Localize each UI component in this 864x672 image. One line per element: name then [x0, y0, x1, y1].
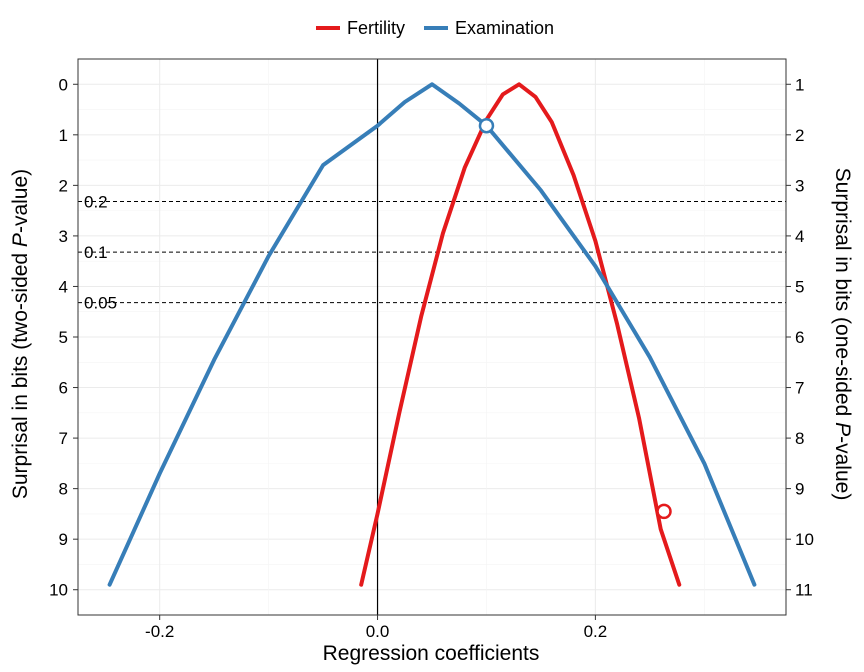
y-left-tick-label: 9	[59, 530, 68, 549]
x-tick-label: -0.2	[145, 622, 174, 641]
y-right-tick-label: 5	[795, 277, 804, 296]
y-right-tick-label: 9	[795, 480, 804, 499]
y-right-tick-label: 10	[795, 530, 814, 549]
y-left-tick-label: 4	[59, 277, 68, 296]
y-axis-left-title-p: P	[9, 233, 32, 247]
y-axis-right-title-p: P	[831, 422, 854, 436]
y-left-tick-label: 10	[49, 581, 68, 600]
y-axis-right-ticks: 1 2 3 4 5 6 7 8 9 10 11	[786, 75, 814, 600]
legend-label-examination: Examination	[455, 18, 554, 38]
reference-line-label: 0.1	[84, 243, 108, 262]
legend-label-fertility: Fertility	[347, 18, 405, 38]
series-marker-examination	[478, 117, 495, 134]
legend: Fertility Examination	[316, 18, 554, 38]
y-right-tick-label: 4	[795, 227, 804, 246]
y-right-tick-label: 7	[795, 379, 804, 398]
y-axis-left-title-suffix: -value)	[9, 169, 32, 233]
y-axis-left-title-prefix: Surprisal in bits (two-sided	[9, 247, 32, 499]
y-right-tick-label: 6	[795, 328, 804, 347]
reference-line-label: 0.05	[84, 294, 117, 313]
series-markers	[478, 117, 672, 520]
series-line-fertility	[359, 82, 682, 587]
y-axis-right-title-prefix: Surprisal in bits (one-sided	[831, 168, 854, 422]
y-axis-left-ticks: 0 1 2 3 4 5 6 7 8 9 10	[49, 75, 78, 600]
x-axis-ticks: -0.2 0.0 0.2	[145, 615, 607, 641]
y-left-tick-label: 3	[59, 227, 68, 246]
y-left-tick-label: 7	[59, 429, 68, 448]
y-left-tick-label: 0	[59, 75, 68, 94]
y-right-tick-label: 2	[795, 126, 804, 145]
y-right-tick-label: 11	[795, 581, 813, 600]
y-left-tick-label: 5	[59, 328, 68, 347]
y-right-tick-label: 1	[795, 75, 804, 94]
y-axis-left-title: Surprisal in bits (two-sided P-value)	[9, 169, 32, 499]
y-axis-right-title: Surprisal in bits (one-sided P-value)	[831, 168, 854, 501]
x-tick-label: 0.0	[366, 622, 390, 641]
reference-line-label: 0.2	[84, 193, 108, 212]
reference-lines: 0.2 0.1 0.05	[78, 193, 786, 313]
y-left-tick-label: 8	[59, 480, 68, 499]
x-tick-label: 0.2	[584, 622, 608, 641]
y-axis-right-title-suffix: -value)	[831, 436, 854, 500]
series-lines	[107, 82, 757, 587]
x-axis-title: Regression coefficients	[323, 642, 540, 665]
y-right-tick-label: 3	[795, 176, 804, 195]
y-left-tick-label: 6	[59, 379, 68, 398]
series-line-examination	[107, 82, 757, 587]
y-right-tick-label: 8	[795, 429, 804, 448]
y-left-tick-label: 2	[59, 176, 68, 195]
series-marker-fertility	[656, 503, 672, 520]
y-left-tick-label: 1	[59, 126, 68, 145]
